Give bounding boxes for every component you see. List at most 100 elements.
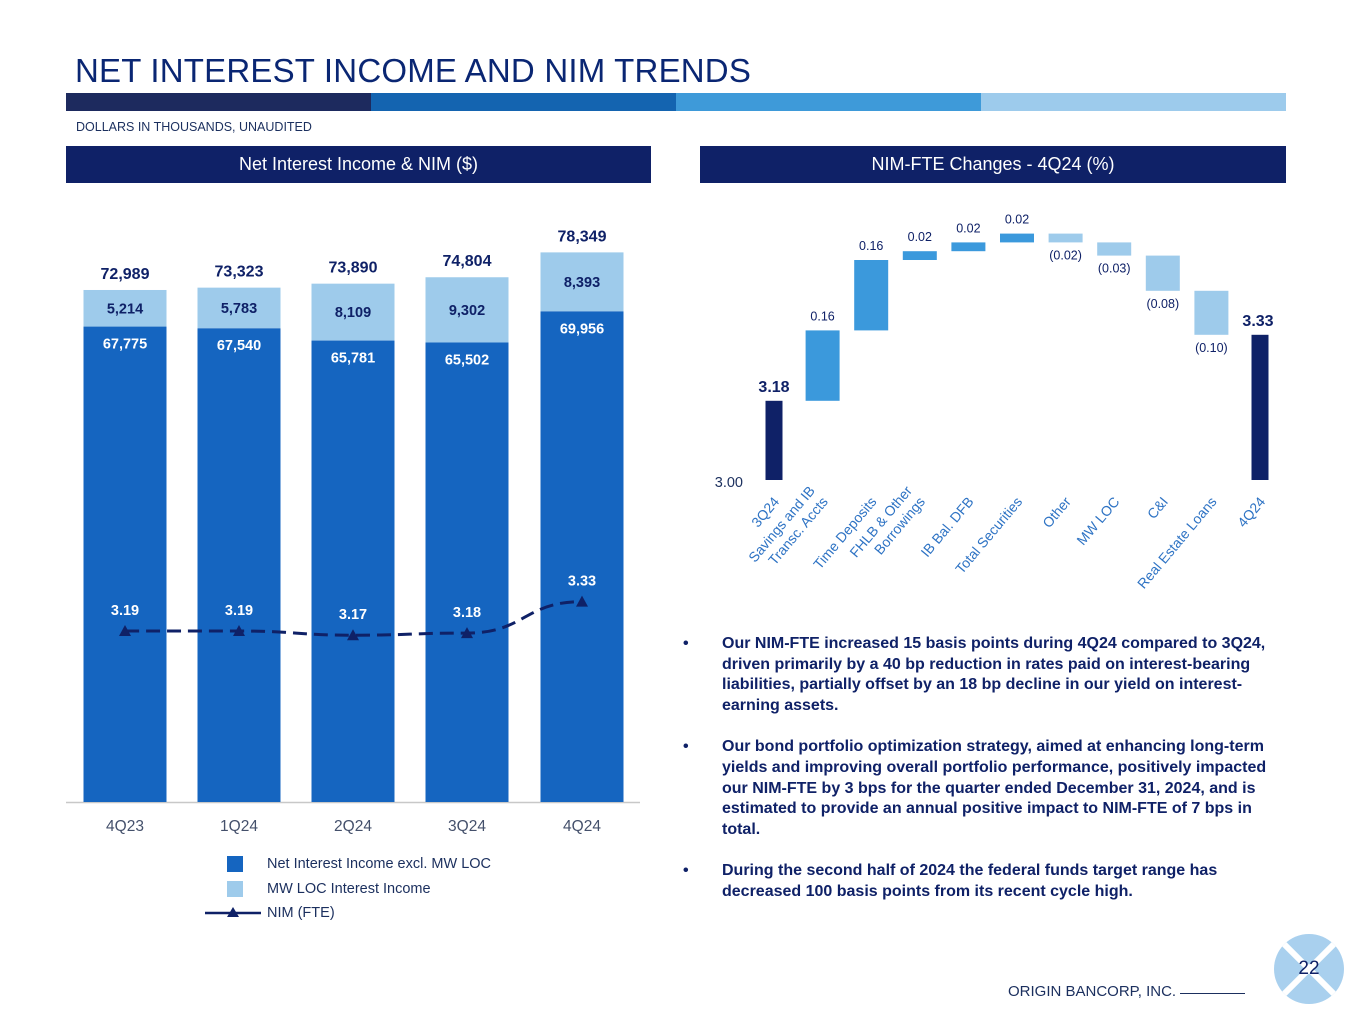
bar-total-label: 72,989 (101, 266, 150, 283)
left-panel-header: Net Interest Income & NIM ($) (66, 146, 651, 183)
waterfall-increase-bar (902, 251, 937, 260)
waterfall-decrease-bar (1048, 233, 1083, 243)
legend-label-nii: Net Interest Income excl. MW LOC (267, 856, 492, 873)
nim-marker (461, 627, 473, 639)
bar-segment-mw-loc (83, 289, 167, 327)
chart-legend: Net Interest Income excl. MW LOC MW LOC … (205, 852, 491, 926)
waterfall-value-label: 0.16 (859, 239, 883, 253)
waterfall-category-label: C&I (1144, 494, 1171, 522)
bullet-dot: • (683, 862, 689, 880)
bar-label-nii: 65,781 (331, 351, 375, 367)
waterfall-increase-bar (951, 242, 986, 252)
bar-label-mw-loc: 5,214 (107, 301, 143, 317)
bar-label-nii: 65,502 (445, 353, 489, 369)
nim-point-label: 3.17 (339, 607, 367, 623)
page-number: 22 (1298, 958, 1320, 979)
legend-label-mw-loc: MW LOC Interest Income (267, 880, 431, 897)
title-stripe-4 (981, 93, 1286, 111)
x-tick-label: 2Q24 (334, 818, 372, 835)
waterfall-increase-bar (1000, 233, 1034, 243)
waterfall-value-label: 0.02 (1005, 213, 1029, 227)
waterfall-category-text: C&I (1144, 494, 1171, 522)
waterfall-increase-bar (805, 330, 840, 401)
bullet-text: During the second half of 2024 the feder… (722, 862, 1218, 900)
waterfall-value-label: 0.02 (956, 221, 980, 235)
waterfall-decrease-bar (1097, 242, 1132, 256)
waterfall-value-label: (0.03) (1098, 262, 1131, 276)
waterfall-value-label: 3.33 (1242, 313, 1273, 330)
waterfall-category-text: Other (1039, 493, 1074, 530)
bar-segment-mw-loc (197, 287, 281, 329)
bullet-item: • During the second half of 2024 the fed… (680, 861, 1280, 902)
waterfall-value-label: 0.16 (810, 309, 834, 323)
bullet-dot: • (683, 738, 689, 756)
bullet-text: Our bond portfolio optimization strategy… (722, 738, 1267, 838)
bar-segment-nii (425, 342, 509, 802)
waterfall-decrease-bar (1145, 255, 1180, 291)
x-tick-label: 4Q24 (563, 818, 601, 835)
nim-point-label: 3.33 (568, 574, 596, 590)
bar-label-nii: 67,540 (217, 338, 261, 354)
x-tick-label: 1Q24 (220, 818, 258, 835)
page-subtitle: DOLLARS IN THOUSANDS, UNAUDITED (76, 120, 312, 134)
legend-swatch-nii (227, 856, 243, 873)
company-name: ORIGIN BANCORP, INC. (1008, 983, 1177, 1000)
legend-item-nim: NIM (FTE) (205, 901, 491, 926)
waterfall-category-label: Other (1039, 493, 1074, 530)
bar-total-label: 74,804 (443, 253, 492, 270)
waterfall-value-label: 3.18 (758, 379, 789, 396)
nim-marker (347, 629, 359, 641)
bullet-text: Our NIM-FTE increased 15 basis points du… (722, 635, 1266, 714)
bar-segment-nii (540, 311, 624, 802)
bar-segment-mw-loc (311, 283, 395, 341)
page-title: NET INTEREST INCOME AND NIM TRENDS (75, 52, 752, 89)
nim-point-label: 3.19 (225, 603, 253, 619)
bar-total-label: 73,323 (215, 264, 264, 281)
waterfall-increase-bar (854, 260, 889, 331)
logo-x-icon (1274, 934, 1344, 1004)
bar-label-mw-loc: 8,109 (335, 305, 371, 321)
waterfall-category-text: MW LOC (1073, 494, 1122, 548)
x-tick-label: 3Q24 (448, 818, 486, 835)
bar-segment-nii (83, 326, 167, 802)
title-stripe-2 (371, 93, 676, 111)
waterfall-value-label: (0.02) (1049, 248, 1082, 262)
bar-segment-nii (311, 340, 395, 802)
bar-segment-mw-loc (540, 252, 624, 312)
waterfall-total-bar (1251, 334, 1269, 480)
legend-item-mw-loc: MW LOC Interest Income (205, 877, 491, 902)
title-stripe-1 (66, 93, 371, 111)
bar-label-nii: 69,956 (560, 321, 604, 337)
footer-company: ORIGIN BANCORP, INC. (1008, 983, 1246, 1000)
bar-total-label: 73,890 (329, 260, 378, 277)
title-stripe-3 (676, 93, 981, 111)
nim-marker (119, 625, 131, 636)
line-marker-icon (205, 907, 261, 918)
waterfall-category-label: 4Q24 (1234, 493, 1268, 530)
commentary-bullets: • Our NIM-FTE increased 15 basis points … (680, 634, 1280, 924)
waterfall-decrease-bar (1194, 290, 1229, 335)
legend-item-nii: Net Interest Income excl. MW LOC (205, 852, 491, 877)
y-axis-min-label: 3.00 (715, 475, 743, 491)
bar-total-label: 78,349 (558, 228, 607, 245)
nim-marker (576, 595, 588, 607)
bar-label-mw-loc: 9,302 (449, 303, 485, 319)
footer-rule (1180, 993, 1246, 994)
x-tick-label: 4Q23 (106, 818, 144, 835)
bar-segment-mw-loc (425, 277, 509, 343)
bar-label-nii: 67,775 (103, 337, 147, 353)
bullet-item: • Our NIM-FTE increased 15 basis points … (680, 634, 1280, 716)
nim-marker (233, 625, 245, 636)
bar-label-mw-loc: 8,393 (564, 275, 600, 291)
bullet-item: • Our bond portfolio optimization strate… (680, 737, 1280, 840)
bar-segment-nii (197, 328, 281, 802)
legend-swatch-mw-loc (227, 880, 243, 897)
nim-line (124, 600, 583, 637)
waterfall-total-bar (765, 400, 783, 480)
bar-label-mw-loc: 5,783 (221, 301, 257, 317)
waterfall-category-label: MW LOC (1073, 494, 1122, 548)
waterfall-value-label: (0.10) (1195, 341, 1228, 355)
waterfall-value-label: 0.02 (908, 230, 932, 244)
